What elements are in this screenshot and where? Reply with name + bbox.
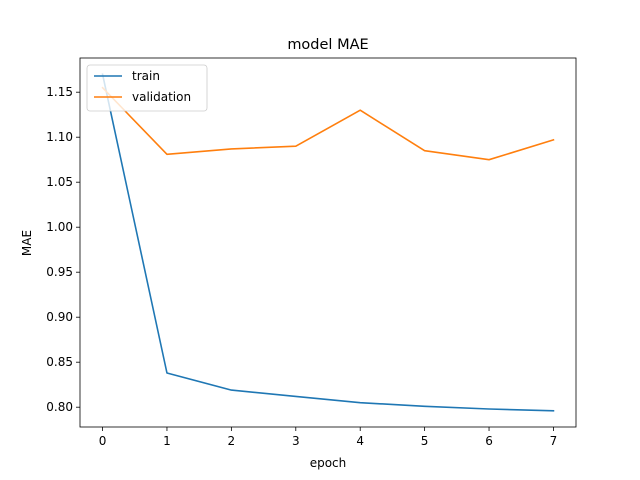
y-tick-label: 0.85 xyxy=(46,355,73,369)
x-tick-label: 5 xyxy=(421,434,429,448)
plot-lines xyxy=(101,73,555,412)
x-tick-label: 2 xyxy=(228,434,236,448)
x-tick-label: 1 xyxy=(163,434,171,448)
legend-label-validation: validation xyxy=(132,90,191,104)
x-tick-label: 3 xyxy=(292,434,300,448)
y-tick-label: 1.10 xyxy=(46,130,73,144)
y-axis-ticks: 0.80 0.85 0.90 0.95 1.00 1.05 1.10 1.15 xyxy=(46,85,80,414)
y-tick-label: 0.90 xyxy=(46,310,73,324)
x-tick-label: 6 xyxy=(485,434,493,448)
y-axis-label: MAE xyxy=(20,230,34,256)
y-tick-label: 1.15 xyxy=(46,85,73,99)
y-tick-label: 0.80 xyxy=(46,400,73,414)
series-line-validation xyxy=(101,86,555,161)
x-axis-ticks: 0 1 2 3 4 5 6 7 xyxy=(99,427,558,448)
y-tick-label: 1.05 xyxy=(46,175,73,189)
chart-title: model MAE xyxy=(287,37,368,53)
x-tick-label: 0 xyxy=(99,434,107,448)
y-tick-label: 0.95 xyxy=(46,265,73,279)
legend: train validation xyxy=(86,64,208,112)
y-tick-label: 1.00 xyxy=(46,220,73,234)
legend-label-train: train xyxy=(132,69,160,83)
x-tick-label: 4 xyxy=(356,434,364,448)
x-tick-label: 7 xyxy=(550,434,558,448)
series-line-train xyxy=(101,73,555,412)
plot-frame xyxy=(79,57,577,428)
x-axis-label: epoch xyxy=(310,456,347,470)
